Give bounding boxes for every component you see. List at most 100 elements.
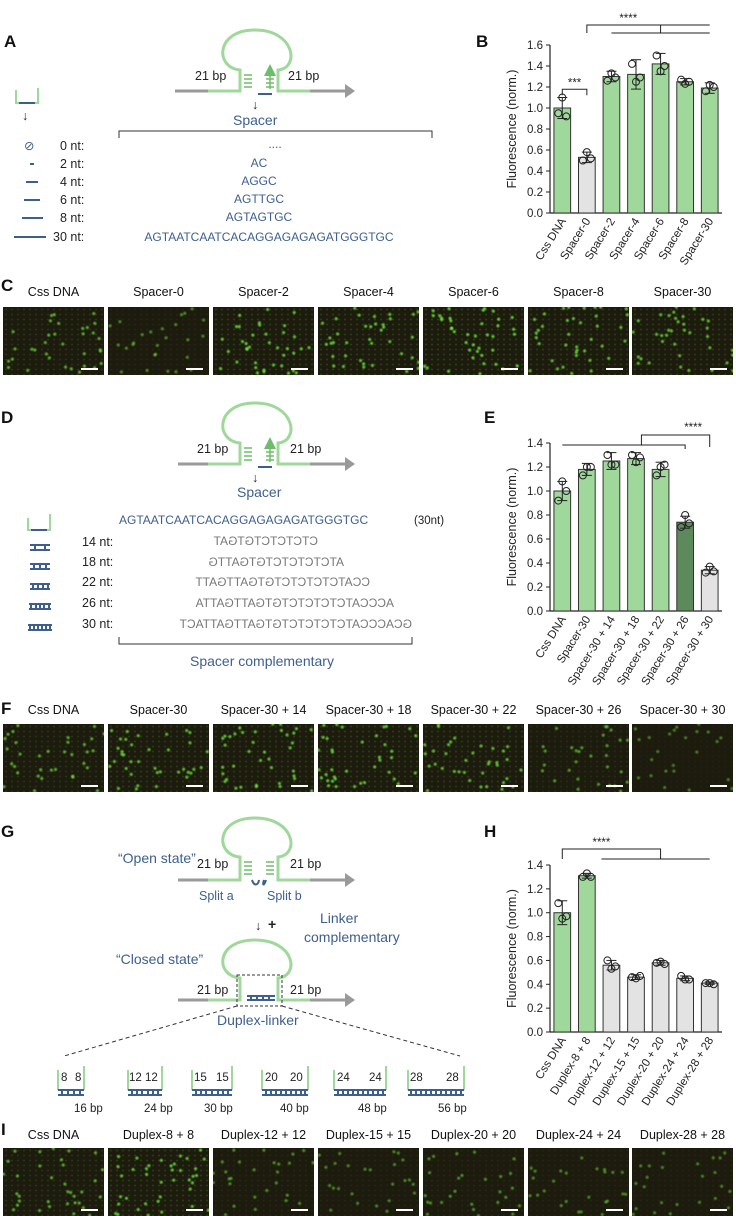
duplex-arm-b: 15: [216, 1072, 229, 1084]
bar: [627, 73, 645, 214]
bar: [676, 977, 694, 1033]
down-arrow-icon: ↓: [252, 98, 258, 112]
y-axis-label: Fluorescence (norm.): [505, 889, 519, 1008]
panel-a-rows: ⊘ 0 nt: 2 nt: 4 nt: 6 nt: 8 nt: 30 nt: .…: [14, 137, 394, 244]
bar: [676, 521, 694, 612]
closed-state-label: “Closed state”: [116, 951, 203, 967]
empty-set-icon: ⊘: [24, 139, 34, 153]
comp-seq: GCACCCATCTCTCTCTGTGATTGATTACT: [179, 617, 412, 631]
row-seq: AC: [251, 156, 268, 170]
data-point: [611, 73, 620, 82]
significance-markers: *******: [561, 13, 710, 96]
label-21bp-left: 21 bp: [197, 442, 228, 456]
panel-letter-e: E: [484, 408, 495, 427]
bar: [700, 87, 719, 214]
data-point: [578, 156, 587, 165]
micrograph-image: [423, 307, 524, 375]
duplex-arm-a: 24: [337, 1072, 350, 1084]
split-a-label: Split a: [199, 889, 234, 903]
duplex-linker-label: Duplex-linker: [217, 1012, 299, 1028]
duplex-variants: 8 8 16 bp 12 12 24 bp 15 15 30 bp: [57, 1066, 467, 1115]
data-point: [628, 973, 636, 982]
scale-bar: [396, 368, 413, 370]
y-tick-label: 1.0: [527, 486, 543, 498]
scale-bar: [501, 368, 518, 370]
bar: [651, 962, 670, 1033]
data-point: [628, 59, 636, 68]
y-tick-label: 0.0: [527, 208, 543, 220]
spacer-len: (30nt): [414, 515, 444, 527]
data-point: [554, 109, 563, 118]
scale-bar: [396, 785, 413, 787]
row-len: 0 nt:: [60, 139, 84, 153]
micrograph-label: Spacer-30 + 26: [535, 703, 622, 717]
micrograph-image: [423, 1148, 524, 1216]
scale-bar: [81, 1209, 98, 1211]
data-point: [586, 872, 595, 881]
bar: [602, 964, 621, 1033]
label-21bp-left: 21 bp: [195, 69, 226, 83]
data-point: [709, 567, 718, 576]
data-point: [652, 51, 661, 60]
spacer-label: Spacer: [237, 484, 282, 500]
panel-letter-c: C: [1, 276, 13, 295]
micrograph-image: [108, 307, 209, 375]
row-seq: AGTTGC: [234, 192, 284, 206]
data-point: [558, 477, 567, 486]
row-len: 18 nt:: [82, 555, 113, 569]
micrograph-image: [318, 307, 419, 375]
data-point: [554, 496, 563, 505]
y-tick-label: 0.4: [527, 558, 544, 570]
micrograph-image: [3, 724, 104, 792]
micrograph-image: [318, 1148, 419, 1216]
linker-complementary-label: complementary: [304, 929, 400, 945]
data-point: [701, 568, 710, 577]
micrograph-label: Duplex-8 + 8: [122, 1128, 195, 1142]
data-point: [681, 975, 690, 984]
data-point: [554, 899, 563, 908]
bar: [700, 982, 719, 1033]
data-point: [701, 87, 710, 96]
data-point: [701, 979, 710, 988]
y-axis-label: Fluorescence (norm.): [505, 70, 519, 189]
bracket: [640, 434, 711, 447]
bar: [553, 912, 572, 1033]
scale-bar: [186, 368, 203, 370]
y-tick-label: 0.0: [527, 1027, 543, 1039]
down-arrow-icon: ↓: [252, 471, 258, 485]
data-point: [603, 76, 612, 85]
micrograph-image: [3, 307, 104, 375]
micrograph-label: Spacer-30 + 14: [220, 703, 307, 717]
micrograph-label: Css DNA: [27, 285, 80, 299]
y-tick-label: 0.4: [527, 166, 544, 178]
data-point: [632, 974, 640, 983]
split-b-label: Split b: [267, 889, 302, 903]
micrograph-label: Css DNA: [27, 703, 80, 717]
micrograph-label: Spacer-2: [238, 285, 289, 299]
label-21bp-right: 21 bp: [290, 442, 321, 456]
scale-bar: [606, 1209, 623, 1211]
row-len: 26 nt:: [82, 596, 113, 610]
significance-label: ****: [684, 422, 702, 434]
data-point: [632, 77, 640, 86]
micrograph-label: Duplex-15 + 15: [325, 1128, 412, 1142]
chart-b: 0.0 0.2 0.4 0.6 0.8 1.0 1.2 1.4 1.6 Fluorescence …: [505, 13, 722, 268]
row-seq: AGGC: [241, 174, 277, 188]
micrograph-label: Css DNA: [27, 1128, 80, 1142]
y-tick-label: 0.6: [527, 955, 543, 967]
data-point: [607, 69, 616, 78]
bar: [627, 976, 645, 1033]
micrograph-label: Duplex-20 + 20: [430, 1128, 517, 1142]
y-tick-label: 1.2: [527, 82, 543, 94]
row-len: 2 nt:: [60, 157, 84, 171]
panel-a-schematic: 21 bp 21 bp ↓ Spacer ↓ ⊘ 0 nt: 2 nt: 4 n…: [14, 28, 433, 244]
duplex-total: 40 bp: [280, 1103, 309, 1115]
y-tick-label: 0.2: [527, 1003, 543, 1015]
y-axis-label: Fluorescence (norm.): [505, 468, 519, 587]
down-arrow-small-icon: ↓: [22, 109, 28, 123]
data-point: [607, 460, 616, 469]
bracket: [561, 88, 588, 96]
scale-bar: [501, 785, 518, 787]
duplex-arm-a: 15: [194, 1072, 207, 1084]
data-point: [656, 67, 665, 76]
